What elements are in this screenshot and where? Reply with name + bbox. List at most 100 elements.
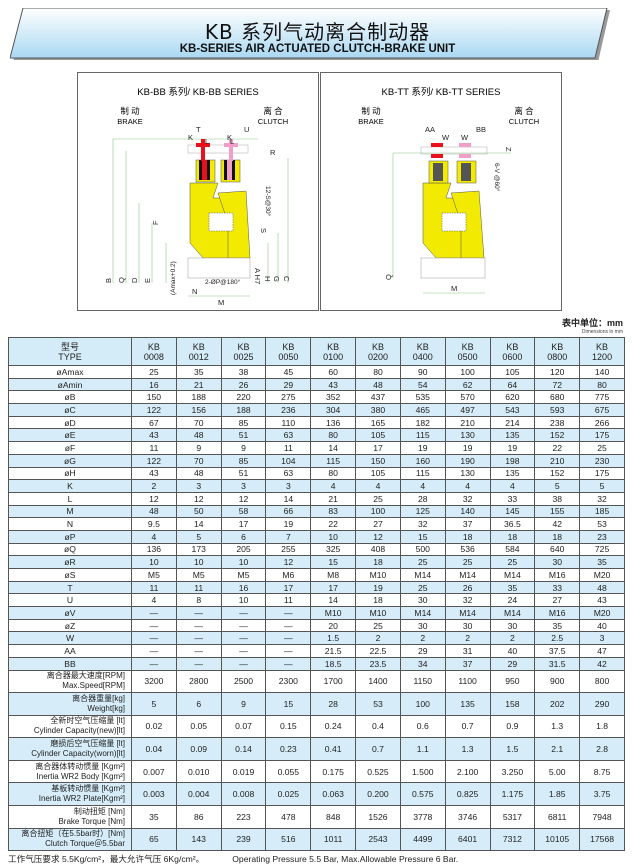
table-cell: 2.100 [444,759,491,784]
table-cell: — [175,631,222,646]
table-cell: 10 [220,593,267,608]
row-label: øF [8,441,132,455]
table-cell: 0.008 [220,782,267,807]
table-row: øF 11 9 9 11 14 17 19 19 19 22 25 [8,441,625,455]
table-cell: M10 [355,606,401,620]
table-cell: 620 [489,390,536,405]
model-prefix: KB [551,341,564,352]
table-cell: 1.5 [310,631,357,646]
table-cell: 236 [265,403,312,417]
table-cell: M14 [489,606,536,620]
table-cell: 0.07 [220,714,267,739]
table-cell: 380 [355,403,401,417]
table-cell: 1.3 [534,714,581,739]
table-cell: 48 [579,580,625,595]
table-cell: 584 [489,542,536,557]
table-cell: 15 [310,555,357,569]
table-cell: 3.75 [579,782,625,807]
table-cell: 6811 [534,805,581,829]
header-model: KB 0800 [534,337,581,366]
table-cell: 239 [220,827,267,852]
table-cell: 18 [444,529,491,544]
table-cell: 0.175 [310,759,357,784]
table-cell: M14 [399,606,446,620]
table-cell: 10 [220,555,267,569]
table-cell: 214 [489,415,536,430]
table-cell: 11 [265,593,312,608]
table-cell: 43 [131,428,177,443]
table-cell: 105 [355,428,401,443]
table-cell: 800 [579,669,625,694]
table-cell: 9 [220,441,267,455]
kb-tt-diagram: KB-TT 系列/ KB-TT SERIES 制 动 BRAKE 离 合 CLU… [320,72,562,311]
model-prefix: KB [506,341,519,352]
table-cell: 58 [220,504,267,519]
table-cell: 950 [489,669,536,694]
table-cell: 100 [355,504,401,519]
table-cell: 22 [310,517,357,531]
table-cell: 2 [489,631,536,646]
table-cell: 0.825 [444,782,491,807]
table-cell: 725 [579,542,625,557]
table-cell: 210 [534,453,581,468]
table-cell: — [265,618,312,633]
table-cell: 9 [220,692,267,716]
row-label: N [8,517,132,531]
table-cell: 30 [399,618,446,633]
table-cell: 86 [175,805,222,829]
table-cell: 210 [444,415,491,430]
table-row: øR 10 10 10 12 15 18 25 25 25 30 35 [8,555,625,569]
units-cn: 表中单位：mm [561,318,623,328]
table-cell: 0.6 [399,714,446,739]
table-cell: 8.75 [579,759,625,784]
table-cell: 6401 [444,827,491,852]
row-label-en: Brake Torque [Nm] [58,816,125,826]
table-cell: 115 [399,428,446,443]
table-cell: 437 [355,390,401,405]
table-cell: M20 [579,568,625,582]
table-cell: M6 [265,568,312,582]
table-cell: 12 [220,491,267,506]
table-cell: 37.5 [534,644,581,658]
table-cell: 31 [444,644,491,658]
dimension-lines [392,152,511,294]
table-cell: 27 [355,517,401,531]
row-label: 离合器体转动惯量 [Kgm²] Inertia WR2 Body [Kgm²] [8,759,132,784]
table-cell: — [175,656,222,671]
table-row: M 48 50 58 66 83 100 125 140 145 155 185 [8,504,625,519]
table-cell: 0.24 [310,714,357,739]
table-cell: 0.09 [175,737,222,761]
table-cell: 6 [175,692,222,716]
table-cell: 120 [534,365,581,379]
table-cell: 3 [220,479,267,493]
table-cell: 23.5 [355,656,401,671]
table-cell: 11 [265,441,312,455]
specification-table: 型号 TYPE KB 0008 KB 0012 KB 0025 KB 0050 KB 0100 KB 02… [8,337,625,852]
dim-label: M [451,284,457,293]
table-cell: 24 [489,593,536,608]
model-prefix: KB [371,341,384,352]
dimension-labels: AA W W BB Z Q 6-V @60° M [384,125,513,293]
table-cell: 5 [131,692,177,716]
table-cell: 51 [220,466,267,481]
table-cell: 100 [399,692,446,716]
dim-label: U [244,125,249,134]
table-cell: 48 [131,504,177,519]
table-cell: 2.8 [579,737,625,761]
table-row: AA — — — —21.5 22.5 29 31 40 37.5 47 [8,644,625,658]
table-cell: 266 [579,415,625,430]
model-number: 0200 [367,351,388,362]
table-cell: 105 [355,466,401,481]
table-cell: 290 [579,692,625,716]
table-cell: 3200 [131,669,177,694]
dim-label: E [143,278,152,283]
row-label-en: Weight[kg] [87,703,125,713]
model-number: 0008 [143,351,164,362]
header-model: KB 0050 [265,337,312,366]
table-row: øAmax 25 35 38 45 60 80 90 100 105 120 140 [8,365,625,379]
spec-row: 离合器最大速度[RPM] Max.Speed[RPM] 3200 2800 2500 23… [8,669,625,694]
table-cell: 2543 [355,827,401,852]
model-prefix: KB [192,341,205,352]
table-cell: 0.019 [220,759,267,784]
table-cell: 175 [579,466,625,481]
